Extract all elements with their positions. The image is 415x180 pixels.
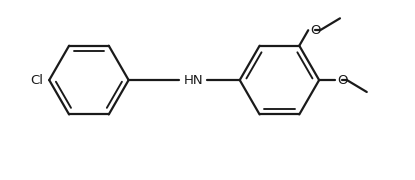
Text: O: O (310, 24, 321, 37)
Text: O: O (337, 74, 347, 87)
Text: HN: HN (183, 74, 203, 87)
Text: Cl: Cl (30, 74, 43, 87)
